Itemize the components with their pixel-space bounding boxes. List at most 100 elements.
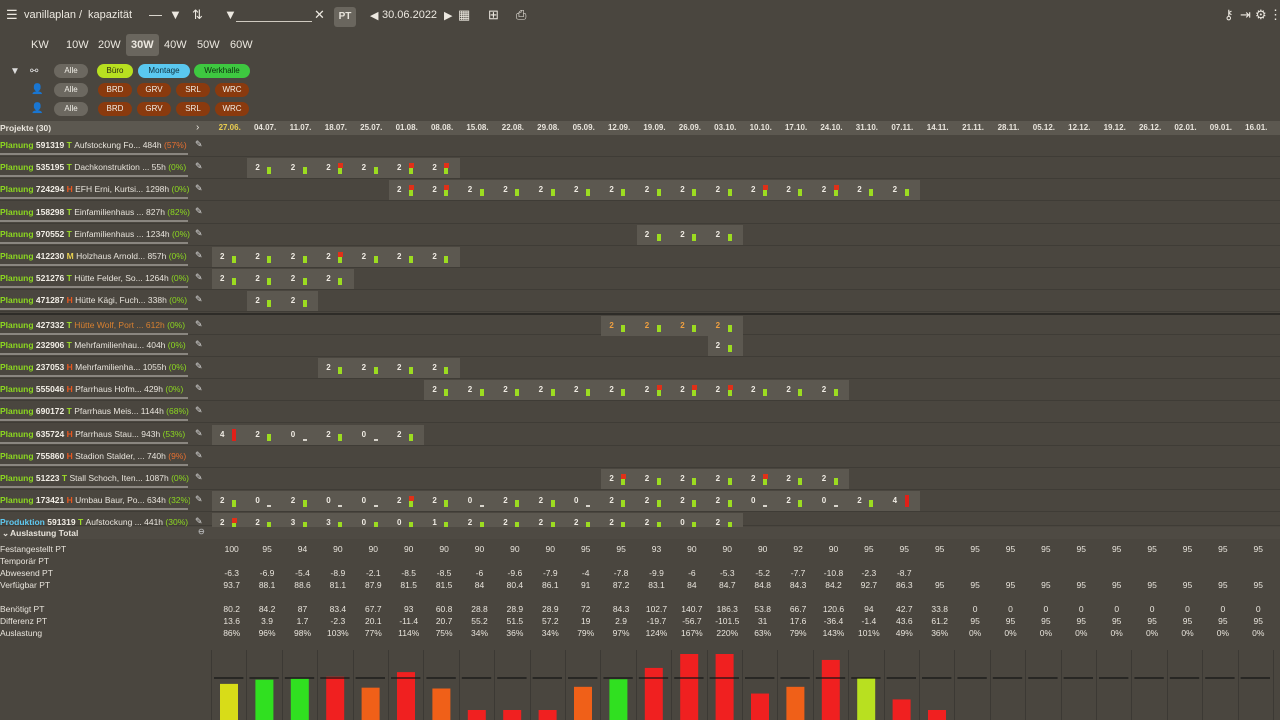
allocation-cell[interactable]: 2 bbox=[530, 491, 566, 512]
filter-person-wrc[interactable]: WRC bbox=[215, 83, 249, 97]
allocation-cell[interactable]: 2 bbox=[530, 380, 566, 401]
project-name[interactable]: Planung 173421 H Umbau Baur, Po... 634h … bbox=[0, 495, 190, 505]
allocation-cell[interactable]: 2 bbox=[282, 247, 319, 267]
edit-icon[interactable]: ✎ bbox=[195, 338, 203, 349]
allocation-cell[interactable]: 2 bbox=[424, 380, 460, 401]
project-name[interactable]: Planung 724294 H EFH Erni, Kurtsi... 129… bbox=[0, 184, 190, 194]
project-row[interactable]: Planung 51223 T Stall Schoch, Iten... 10… bbox=[0, 468, 1280, 490]
project-row[interactable]: Planung 635724 H Pfarrhaus Stau... 943h … bbox=[0, 424, 1280, 446]
allocation-cell[interactable]: 2 bbox=[601, 469, 637, 489]
allocation-cell[interactable]: 0 bbox=[247, 491, 283, 512]
allocation-cell[interactable]: 2 bbox=[247, 291, 283, 312]
allocation-cell[interactable]: 2 bbox=[636, 315, 673, 336]
chevron-down-icon[interactable]: ⌄ bbox=[2, 528, 10, 538]
project-row[interactable]: Planung 471287 H Hütte Kägi, Fuch... 338… bbox=[0, 290, 1280, 313]
project-row[interactable]: Planung 427332 T Hütte Wolf, Port ... 61… bbox=[0, 312, 1280, 336]
allocation-cell[interactable]: 2 bbox=[813, 180, 850, 201]
filter-person-brd[interactable]: BRD bbox=[98, 83, 132, 97]
project-name[interactable]: Planung 51223 T Stall Schoch, Iten... 10… bbox=[0, 473, 190, 483]
allocation-cell[interactable]: 2 bbox=[601, 180, 637, 201]
allocation-cell[interactable]: 0 bbox=[459, 491, 496, 512]
allocation-cell[interactable]: 2 bbox=[636, 224, 673, 245]
allocation-cell[interactable]: 2 bbox=[424, 358, 460, 378]
current-date[interactable]: 30.06.2022 bbox=[382, 9, 438, 21]
allocation-cell[interactable]: 2 bbox=[389, 247, 425, 267]
clear-icon[interactable]: ✕ bbox=[314, 7, 325, 22]
allocation-cell[interactable]: 2 bbox=[353, 247, 389, 267]
allocation-cell[interactable]: 2 bbox=[636, 491, 673, 512]
allocation-cell[interactable]: 2 bbox=[707, 224, 743, 245]
allocation-cell[interactable]: 0 bbox=[318, 491, 354, 512]
edit-icon[interactable]: ✎ bbox=[195, 449, 203, 460]
filter-dept-montage[interactable]: Montage bbox=[138, 64, 190, 78]
allocation-cell[interactable]: 2 bbox=[459, 380, 496, 401]
expand-icon[interactable]: › bbox=[196, 122, 200, 133]
allocation-cell[interactable]: 2 bbox=[672, 491, 708, 512]
allocation-cell[interactable]: 0 bbox=[353, 491, 389, 512]
filter-person-all[interactable]: Alle bbox=[54, 83, 88, 97]
allocation-cell[interactable]: 4 bbox=[884, 491, 920, 512]
edit-icon[interactable]: ✎ bbox=[195, 227, 203, 238]
filter-lead-all[interactable]: Alle bbox=[54, 102, 88, 116]
allocation-cell[interactable]: 2 bbox=[247, 247, 283, 267]
allocation-cell[interactable]: 0 bbox=[813, 491, 850, 512]
filter-lead-brd[interactable]: BRD bbox=[98, 102, 132, 116]
allocation-cell[interactable]: 4 bbox=[212, 424, 248, 445]
filter-dept-buero[interactable]: Büro bbox=[97, 64, 133, 78]
filter-lead-grv[interactable]: GRV bbox=[137, 102, 171, 116]
range-10w[interactable]: 10W bbox=[66, 39, 89, 51]
allocation-cell[interactable]: 0 bbox=[282, 424, 319, 445]
allocation-cell[interactable]: 2 bbox=[318, 358, 354, 378]
allocation-cell[interactable]: 0 bbox=[353, 424, 389, 445]
project-row[interactable]: Planung 535195 T Dachkonstruktion ... 55… bbox=[0, 157, 1280, 180]
filter-person-srl[interactable]: SRL bbox=[176, 83, 210, 97]
project-row[interactable]: Planung 755860 H Stadion Stalder, ... 74… bbox=[0, 446, 1280, 468]
allocation-cell[interactable]: 2 bbox=[743, 180, 779, 201]
allocation-cell[interactable]: 2 bbox=[353, 158, 389, 179]
allocation-cell[interactable]: 2 bbox=[247, 424, 283, 445]
search-input[interactable] bbox=[236, 10, 312, 22]
allocation-cell[interactable]: 2 bbox=[707, 335, 743, 356]
next-date-icon[interactable]: ▶ bbox=[444, 10, 453, 22]
project-row[interactable]: Planung 555046 H Pfarrhaus Hofm... 429h … bbox=[0, 379, 1280, 402]
edit-icon[interactable]: ✎ bbox=[195, 294, 203, 305]
project-name[interactable]: Planung 535195 T Dachkonstruktion ... 55… bbox=[0, 162, 190, 172]
settings-icon[interactable]: ⚙ bbox=[1255, 7, 1267, 22]
filter-lead-srl[interactable]: SRL bbox=[176, 102, 210, 116]
edit-icon[interactable]: ✎ bbox=[195, 183, 203, 194]
logout-icon[interactable]: ⇥ bbox=[1240, 7, 1251, 22]
project-name[interactable]: Planung 635724 H Pfarrhaus Stau... 943h … bbox=[0, 429, 190, 439]
allocation-cell[interactable]: 2 bbox=[389, 491, 425, 512]
collapse-icon[interactable]: — bbox=[149, 7, 162, 22]
edit-icon[interactable]: ✎ bbox=[195, 161, 203, 172]
key-icon[interactable]: ⚷ bbox=[1224, 7, 1234, 22]
allocation-cell[interactable]: 2 bbox=[566, 180, 602, 201]
app-name[interactable]: vanillaplan bbox=[24, 9, 76, 21]
allocation-cell[interactable]: 2 bbox=[424, 180, 460, 201]
filter-lead-wrc[interactable]: WRC bbox=[215, 102, 249, 116]
allocation-cell[interactable]: 2 bbox=[636, 380, 673, 401]
filter-icon[interactable]: ▼ bbox=[169, 7, 182, 22]
allocation-cell[interactable]: 2 bbox=[495, 380, 531, 401]
allocation-cell[interactable]: 2 bbox=[282, 491, 319, 512]
filter-person-grv[interactable]: GRV bbox=[137, 83, 171, 97]
project-name[interactable]: Planung 591319 T Aufstockung Fo... 484h … bbox=[0, 140, 190, 150]
project-row[interactable]: Planung 521276 T Hütte Felder, So... 126… bbox=[0, 268, 1280, 291]
allocation-cell[interactable]: 2 bbox=[778, 491, 814, 512]
allocation-cell[interactable]: 2 bbox=[636, 469, 673, 489]
pt-toggle-button[interactable]: PT bbox=[334, 7, 356, 27]
allocation-cell[interactable]: 2 bbox=[601, 491, 637, 512]
allocation-cell[interactable]: 2 bbox=[282, 158, 319, 179]
edit-icon[interactable]: ✎ bbox=[195, 318, 203, 329]
allocation-cell[interactable]: 2 bbox=[636, 180, 673, 201]
project-name[interactable]: Planung 237053 H Mehrfamilienha... 1055h… bbox=[0, 362, 190, 372]
project-row[interactable]: Planung 232906 T Mehrfamilienhau... 404h… bbox=[0, 335, 1280, 357]
range-20w[interactable]: 20W bbox=[98, 39, 121, 51]
allocation-cell[interactable]: 2 bbox=[601, 315, 637, 336]
allocation-cell[interactable]: 2 bbox=[459, 180, 496, 201]
edit-icon[interactable]: ✎ bbox=[195, 427, 203, 438]
allocation-cell[interactable]: 2 bbox=[672, 469, 708, 489]
allocation-cell[interactable]: 2 bbox=[849, 491, 885, 512]
allocation-cell[interactable]: 2 bbox=[282, 269, 319, 290]
edit-icon[interactable]: ✎ bbox=[195, 516, 203, 527]
